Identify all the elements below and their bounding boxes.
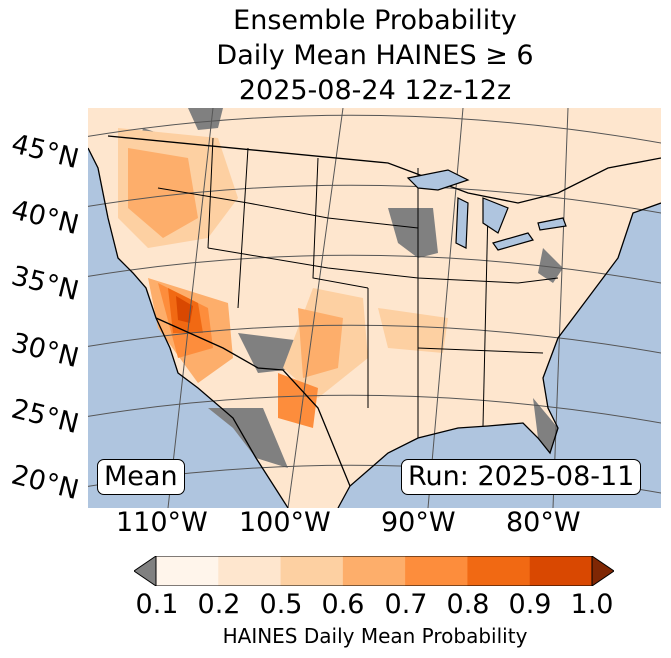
colorbar-cell xyxy=(280,556,344,586)
title-line-3: 2025-08-24 12z-12z xyxy=(238,75,512,106)
colorbar-over-arrow xyxy=(591,556,614,586)
prob-zone xyxy=(176,296,193,323)
colorbar-cell xyxy=(342,556,406,586)
colorbar-tick: 0.9 xyxy=(508,589,552,620)
lon-label-110w: 110°W xyxy=(116,507,208,538)
latitude-line xyxy=(88,114,661,144)
title-line-1: Ensemble Probability xyxy=(233,5,517,36)
state-border xyxy=(237,147,249,309)
lat-label-30: 30°N xyxy=(8,327,82,375)
colorbar-cell xyxy=(218,556,282,586)
lake-michigan xyxy=(455,197,469,249)
missing-region xyxy=(538,248,563,283)
prob-zone xyxy=(378,308,448,353)
colorbar-under-arrow xyxy=(134,556,157,586)
longitude-line xyxy=(167,108,214,508)
colorbar-cell xyxy=(405,556,468,586)
colorbar-label: HAINES Daily Mean Probability xyxy=(222,624,528,648)
lake-ontario xyxy=(537,217,567,231)
lat-label-45: 45°N xyxy=(8,128,82,176)
prob-zone xyxy=(128,148,198,238)
prob-zone xyxy=(298,308,343,378)
lat-label-20: 20°N xyxy=(8,459,82,507)
missing-region xyxy=(388,208,438,258)
colorbar-cell xyxy=(529,556,593,586)
lat-label-25: 25°N xyxy=(8,393,82,441)
colorbar-tick: 1.0 xyxy=(570,589,614,620)
lake-huron xyxy=(482,197,509,234)
colorbar-tick: 0.6 xyxy=(321,589,365,620)
prob-zone xyxy=(278,373,318,428)
latitude-line xyxy=(88,324,661,354)
state-borders xyxy=(157,137,559,438)
state-border xyxy=(157,187,419,229)
missing-region xyxy=(208,408,288,468)
latitude-line xyxy=(88,184,661,214)
lon-label-90w: 90°W xyxy=(381,507,456,538)
colorbar-tick: 0.2 xyxy=(197,589,241,620)
us-mexico-border xyxy=(155,317,351,487)
state-border xyxy=(482,207,489,427)
latitude-line xyxy=(88,394,661,424)
title-line-2: Daily Mean HAINES ≥ 6 xyxy=(216,40,534,71)
colorbar xyxy=(134,556,614,586)
great-lakes xyxy=(406,169,567,251)
lake-erie xyxy=(492,232,534,251)
lat-label-40: 40°N xyxy=(8,194,82,242)
lon-label-100w: 100°W xyxy=(239,507,331,538)
longitude-line xyxy=(552,108,569,508)
lon-label-80w: 80°W xyxy=(506,507,581,538)
state-border xyxy=(312,157,369,289)
lat-label-35: 35°N xyxy=(8,260,82,308)
colorbar-tick: 0.5 xyxy=(259,589,303,620)
colorbar-tick: 0.7 xyxy=(384,589,428,620)
latitude-line xyxy=(88,254,661,284)
stat-label-box: Mean xyxy=(97,459,185,495)
colorbar-cell xyxy=(467,556,531,586)
us-canada-border xyxy=(107,135,661,204)
colorbar-tick: 0.8 xyxy=(446,589,490,620)
colorbar-tick: 0.1 xyxy=(135,589,179,620)
run-label-box: Run: 2025-08-11 xyxy=(401,459,642,495)
state-border xyxy=(417,347,544,354)
longitude-line xyxy=(287,108,344,508)
lake-superior xyxy=(406,169,470,191)
state-border xyxy=(207,137,214,249)
missing-region xyxy=(188,108,223,130)
colorbar-cell xyxy=(156,556,219,586)
probability-map xyxy=(88,108,661,508)
